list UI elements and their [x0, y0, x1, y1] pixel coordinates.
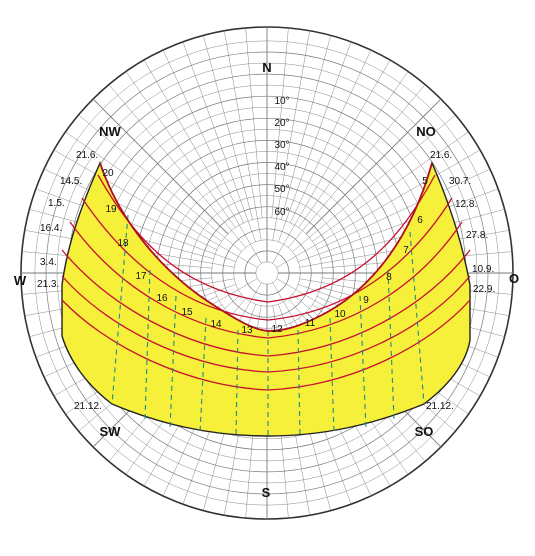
date-label: 21.12. — [74, 401, 102, 412]
hour-label: 18 — [117, 238, 129, 249]
compass-northeast: NO — [416, 124, 436, 139]
hour-line — [111, 214, 129, 405]
date-label: 21.6. — [430, 150, 452, 161]
date-label: 12.8. — [455, 199, 477, 210]
sun-area — [61, 160, 471, 437]
date-label: 1.5. — [48, 198, 65, 209]
hour-label: 15 — [181, 307, 193, 318]
azimuth-line — [108, 84, 246, 248]
azimuth-line — [53, 149, 258, 268]
altitude-label: 40° — [274, 162, 289, 173]
hour-label: 17 — [135, 271, 147, 282]
sun-lines — [61, 162, 471, 437]
azimuth-line — [224, 30, 262, 241]
azimuth-line — [245, 27, 263, 219]
compass-southwest: SW — [100, 424, 122, 439]
azimuth-line — [125, 71, 236, 229]
hour-label: 12 — [271, 324, 283, 335]
hour-label: 10 — [334, 309, 346, 320]
date-label: 14.5. — [60, 176, 82, 187]
azimuth-line — [271, 27, 289, 219]
compass-northwest: NW — [99, 124, 121, 139]
azimuth-line — [43, 168, 218, 251]
hour-line — [144, 269, 151, 421]
hour-line — [199, 317, 207, 434]
date-label: 21.12. — [426, 401, 454, 412]
hour-label: 9 — [363, 295, 369, 306]
date-line — [61, 249, 471, 357]
azimuth-line — [182, 41, 256, 243]
azimuth-line — [65, 131, 223, 242]
date-label: 3.4. — [40, 257, 57, 268]
date-label: 27.8. — [466, 230, 488, 241]
compass-east: O — [509, 271, 519, 286]
hour-label: 6 — [417, 215, 423, 226]
compass-north: N — [262, 60, 271, 75]
azimuth-line — [272, 59, 391, 264]
hour-label: 14 — [210, 319, 222, 330]
date-label: 21.3. — [37, 279, 59, 290]
hour-line — [329, 317, 335, 434]
azimuth-line — [297, 188, 499, 262]
hour-line — [387, 269, 395, 421]
azimuth-line — [278, 41, 352, 243]
date-label: 16.4. — [40, 223, 62, 234]
hour-line — [409, 231, 425, 405]
altitude-ring — [255, 261, 279, 285]
azimuth-line — [298, 71, 409, 229]
azimuth-line — [292, 114, 456, 252]
altitude-label: 20° — [274, 118, 289, 129]
date-label: 22.9. — [473, 284, 495, 295]
azimuth-line — [78, 114, 242, 252]
hour-label: 11 — [305, 318, 316, 329]
altitude-label: 30° — [274, 140, 289, 151]
azimuth-line — [92, 98, 229, 235]
azimuth-line — [280, 35, 331, 220]
compass-south: S — [262, 485, 271, 500]
azimuth-line — [35, 188, 237, 262]
azimuth-line — [276, 149, 481, 268]
azimuth-line — [272, 30, 310, 241]
hour-label: 20 — [102, 168, 114, 179]
hour-label: 5 — [422, 176, 428, 187]
date-label: 21.6. — [76, 150, 98, 161]
sun-path-area — [61, 160, 471, 437]
compass-west: W — [14, 273, 27, 288]
hour-line — [359, 295, 367, 429]
azimuth-line — [316, 168, 491, 251]
date-line — [81, 197, 453, 321]
date-line — [69, 221, 463, 339]
summer-solstice-boundary — [99, 162, 433, 332]
azimuth-line — [143, 59, 262, 264]
azimuth-line — [289, 49, 372, 224]
azimuth-line — [311, 131, 469, 242]
hour-label: 19 — [105, 204, 117, 215]
altitude-label: 50° — [274, 184, 289, 195]
hour-label: 7 — [403, 245, 409, 256]
azimuth-line — [162, 49, 245, 224]
altitude-label: 60° — [274, 207, 289, 218]
hour-label: 13 — [241, 325, 253, 336]
azimuth-line — [288, 84, 426, 248]
labels: N S W O NW NO SW SO 10° 20° 30° 40° 50° … — [14, 60, 519, 500]
compass-southeast: SO — [415, 424, 434, 439]
hour-label: 16 — [156, 293, 168, 304]
azimuth-line — [305, 98, 442, 235]
altitude-label: 10° — [274, 96, 289, 107]
date-label: 10.9. — [472, 264, 494, 275]
date-label: 30.7. — [449, 176, 471, 187]
azimuth-line — [203, 35, 254, 220]
hour-label: 8 — [386, 272, 392, 283]
hour-line — [169, 295, 177, 429]
